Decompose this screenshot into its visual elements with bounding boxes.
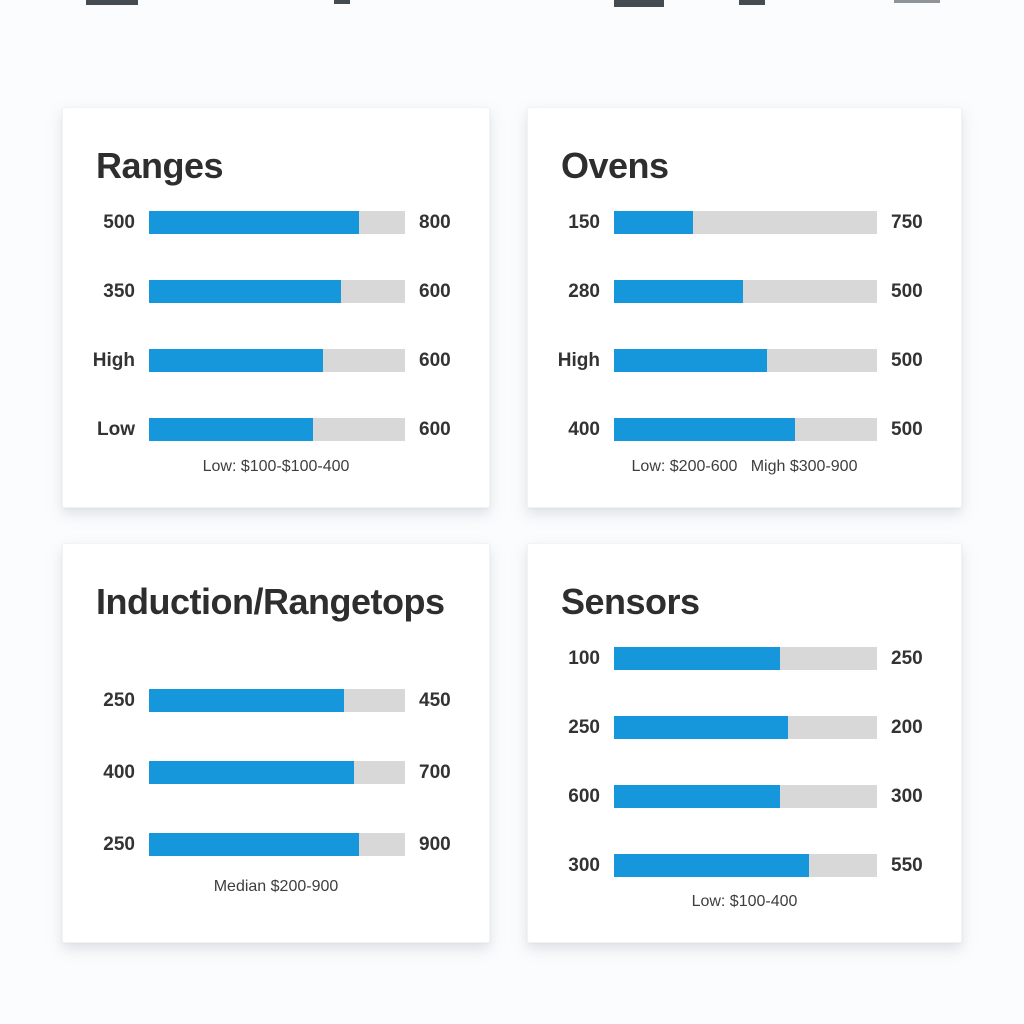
bar-row: Low 600 xyxy=(63,418,489,441)
row-left-label: 280 xyxy=(568,280,600,302)
bar-fill xyxy=(614,854,809,877)
card-title: Ovens xyxy=(561,145,669,186)
bar-chart: 500 800 350 600 High 600 xyxy=(63,211,489,441)
row-left-label: 100 xyxy=(568,647,600,669)
bar-track xyxy=(614,349,877,372)
bar-row: 150 750 xyxy=(528,211,961,234)
card-caption: Low: $100-400 xyxy=(691,893,798,910)
row-right-value: 500 xyxy=(891,418,923,440)
bar-fill xyxy=(614,418,796,441)
bar-track xyxy=(614,716,877,739)
row-right-value: 500 xyxy=(891,349,923,371)
bar-fill xyxy=(614,785,780,808)
top-edge-artifact xyxy=(614,0,664,7)
row-right-value: 500 xyxy=(891,280,923,302)
bar-track xyxy=(614,647,877,670)
bar-row: 500 800 xyxy=(63,211,489,234)
bar-chart: 250 450 400 700 250 900 xyxy=(63,689,489,856)
row-left-label: 150 xyxy=(568,211,600,233)
bar-fill xyxy=(149,280,341,303)
row-right-value: 900 xyxy=(419,833,451,855)
bar-row: 280 500 xyxy=(528,280,961,303)
card-ovens: Ovens 150 750 280 500 High xyxy=(527,107,962,508)
row-left-label: 300 xyxy=(568,854,600,876)
bar-row: 250 900 xyxy=(63,833,489,856)
row-right-value: 450 xyxy=(419,689,451,711)
row-left-label: 250 xyxy=(103,689,135,711)
top-edge-artifact xyxy=(739,0,765,5)
card-title: Sensors xyxy=(561,581,700,622)
bar-fill xyxy=(149,349,324,372)
row-left-label: 350 xyxy=(103,280,135,302)
bar-track xyxy=(149,280,405,303)
bar-row: 250 450 xyxy=(63,689,489,712)
row-left-label: High xyxy=(92,349,135,371)
bar-fill xyxy=(149,761,354,784)
card-ranges: Ranges 500 800 350 600 High xyxy=(62,107,490,508)
row-left-label: 500 xyxy=(103,211,135,233)
bar-fill xyxy=(614,211,693,234)
bar-row: 300 550 xyxy=(528,854,961,877)
bar-row: 100 250 xyxy=(528,647,961,670)
bar-track xyxy=(149,761,405,784)
bar-row: 400 500 xyxy=(528,418,961,441)
bar-fill xyxy=(614,349,767,372)
bar-fill xyxy=(614,647,780,670)
bar-track xyxy=(614,418,877,441)
row-left-label: High xyxy=(557,349,600,371)
row-right-value: 600 xyxy=(419,349,451,371)
row-right-value: 600 xyxy=(419,280,451,302)
card-title: Induction/Rangetops xyxy=(96,581,445,622)
row-right-value: 800 xyxy=(419,211,451,233)
card-caption: Low: $200-600 Migh $300-900 xyxy=(631,458,858,475)
row-left-label: Low xyxy=(97,418,135,440)
bar-track xyxy=(614,854,877,877)
card-caption: Median $200-900 xyxy=(213,878,339,895)
bar-fill xyxy=(149,689,344,712)
card-title: Ranges xyxy=(96,145,224,186)
row-left-label: 600 xyxy=(568,785,600,807)
row-right-value: 550 xyxy=(891,854,923,876)
bar-track xyxy=(614,211,877,234)
top-edge-artifact xyxy=(334,0,350,4)
row-left-label: 400 xyxy=(103,761,135,783)
row-right-value: 700 xyxy=(419,761,451,783)
bar-chart: 150 750 280 500 High 500 xyxy=(528,211,961,441)
bar-row: 350 600 xyxy=(63,280,489,303)
bar-track xyxy=(149,689,405,712)
bar-track xyxy=(614,785,877,808)
bar-row: High 600 xyxy=(63,349,489,372)
card-sensors: Sensors 100 250 250 200 600 xyxy=(527,543,962,943)
bar-track xyxy=(149,833,405,856)
card-caption: Low: $100-$100-400 xyxy=(202,458,350,475)
top-edge-artifact xyxy=(86,0,138,5)
bar-fill xyxy=(149,418,313,441)
bar-row: High 500 xyxy=(528,349,961,372)
top-edge-artifact xyxy=(894,0,940,3)
bar-track xyxy=(614,280,877,303)
bar-fill xyxy=(614,716,788,739)
row-right-value: 250 xyxy=(891,647,923,669)
bar-fill xyxy=(149,833,359,856)
row-right-value: 200 xyxy=(891,716,923,738)
bar-row: 250 200 xyxy=(528,716,961,739)
row-right-value: 600 xyxy=(419,418,451,440)
bar-chart: 100 250 250 200 600 300 xyxy=(528,647,961,877)
bar-fill xyxy=(614,280,743,303)
card-induction-rangetops: Induction/Rangetops 250 450 400 700 250 xyxy=(62,543,490,943)
bar-track xyxy=(149,211,405,234)
bar-row: 400 700 xyxy=(63,761,489,784)
row-right-value: 300 xyxy=(891,785,923,807)
bar-row: 600 300 xyxy=(528,785,961,808)
bar-fill xyxy=(149,211,359,234)
row-right-value: 750 xyxy=(891,211,923,233)
row-left-label: 400 xyxy=(568,418,600,440)
row-left-label: 250 xyxy=(103,833,135,855)
bar-track xyxy=(149,418,405,441)
bar-track xyxy=(149,349,405,372)
row-left-label: 250 xyxy=(568,716,600,738)
